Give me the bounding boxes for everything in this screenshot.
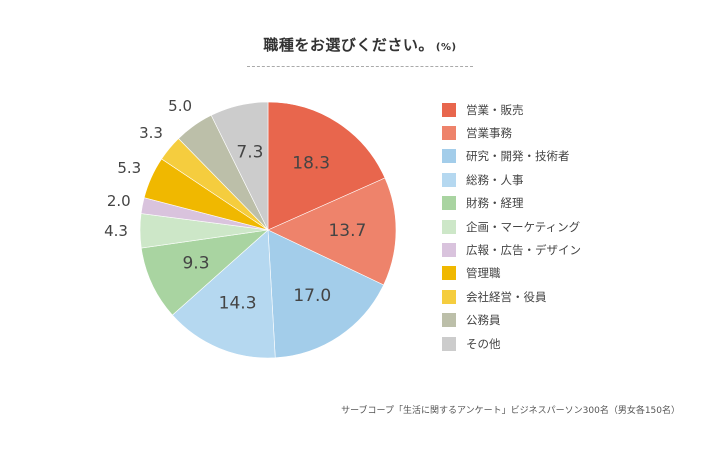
chart-title-wrap: 職種をお選びください。 (%) xyxy=(0,34,720,55)
legend-label: 公務員 xyxy=(466,313,501,328)
legend-item: 営業事務 xyxy=(442,121,581,144)
legend-label: 営業・販売 xyxy=(466,102,524,117)
legend-swatch xyxy=(442,266,456,281)
chart-title: 職種をお選びください。 (%) xyxy=(263,34,456,55)
pie-slice xyxy=(267,177,397,286)
legend-label: 営業事務 xyxy=(466,126,512,141)
legend-label: 会社経営・役員 xyxy=(466,289,547,304)
legend-swatch xyxy=(442,102,456,117)
legend-swatch xyxy=(442,149,456,164)
data-label: 14.3 xyxy=(219,293,257,313)
legend-item: その他 xyxy=(442,332,581,355)
legend-label: 管理職 xyxy=(466,266,501,281)
legend-swatch xyxy=(442,336,456,351)
legend-item: 管理職 xyxy=(442,262,581,285)
legend-item: 会社経営・役員 xyxy=(442,285,581,308)
legend-label: 総務・人事 xyxy=(466,172,524,187)
legend-item: 総務・人事 xyxy=(442,168,581,191)
legend-swatch xyxy=(442,196,456,211)
source-note: サーブコープ「生活に関するアンケート」ビジネスパーソン300名（男女各150名） xyxy=(341,406,680,416)
legend-item: 研究・開発・技術者 xyxy=(442,145,581,168)
data-label: 9.3 xyxy=(182,253,209,273)
chart-legend: 営業・販売営業事務研究・開発・技術者 総務・人事財務・経理企画・マーケティング 広報… xyxy=(442,98,581,355)
legend-swatch xyxy=(442,289,456,304)
data-label: 7.3 xyxy=(236,143,263,163)
pie-slice xyxy=(210,101,269,231)
legend-swatch xyxy=(442,243,456,258)
legend-swatch xyxy=(442,126,456,141)
legend-label: 研究・開発・技術者 xyxy=(466,149,570,164)
data-label: 4.3 xyxy=(104,222,128,240)
data-label: 17.0 xyxy=(293,286,331,306)
legend-item: 財務・経理 xyxy=(442,192,581,215)
data-label: 2.0 xyxy=(107,192,131,210)
legend-swatch xyxy=(442,219,456,234)
pie-slice xyxy=(267,229,384,359)
legend-item: 企画・マーケティング xyxy=(442,215,581,238)
data-label: 13.7 xyxy=(328,221,366,241)
legend-label: 広報・広告・デザイン xyxy=(466,243,581,258)
data-label: 5.3 xyxy=(117,159,141,177)
data-label: 3.3 xyxy=(139,124,163,142)
title-divider xyxy=(247,66,473,67)
legend-swatch xyxy=(442,172,456,187)
legend-label: その他 xyxy=(466,336,501,351)
pie-slice xyxy=(171,229,276,359)
legend-label: 企画・マーケティング xyxy=(466,219,581,234)
chart-title-text: 職種をお選びください。 xyxy=(263,36,434,54)
legend-item: 営業・販売 xyxy=(442,98,581,121)
data-label: 18.3 xyxy=(292,153,330,173)
chart-unit: (%) xyxy=(435,42,457,53)
legend-label: 財務・経理 xyxy=(466,196,524,211)
data-label: 5.0 xyxy=(168,97,192,115)
legend-item: 公務員 xyxy=(442,309,581,332)
pie-slice xyxy=(267,101,386,231)
legend-swatch xyxy=(442,313,456,328)
legend-item: 広報・広告・デザイン xyxy=(442,238,581,261)
